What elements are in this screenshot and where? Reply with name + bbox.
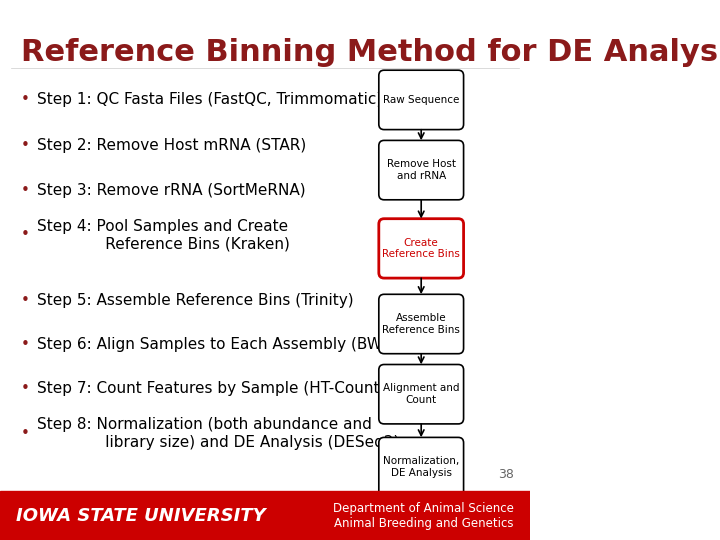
Text: Alignment and
Count: Alignment and Count: [383, 383, 459, 405]
Text: Step 2: Remove Host mRNA (STAR): Step 2: Remove Host mRNA (STAR): [37, 138, 306, 153]
Text: Step 1: QC Fasta Files (FastQC, Trimmomatic): Step 1: QC Fasta Files (FastQC, Trimmoma…: [37, 92, 382, 107]
Text: Step 5: Assemble Reference Bins (Trinity): Step 5: Assemble Reference Bins (Trinity…: [37, 293, 354, 308]
FancyBboxPatch shape: [379, 140, 464, 200]
Text: Create
Reference Bins: Create Reference Bins: [382, 238, 460, 259]
Text: Assemble
Reference Bins: Assemble Reference Bins: [382, 313, 460, 335]
Text: Department of Animal Science
Animal Breeding and Genetics: Department of Animal Science Animal Bree…: [333, 502, 514, 530]
FancyBboxPatch shape: [379, 219, 464, 278]
FancyBboxPatch shape: [379, 437, 464, 497]
Text: •: •: [21, 227, 30, 242]
Text: Step 8: Normalization (both abundance and
              library size) and DE Ana: Step 8: Normalization (both abundance an…: [37, 417, 400, 450]
Text: Step 6: Align Samples to Each Assembly (BWA): Step 6: Align Samples to Each Assembly (…: [37, 337, 397, 352]
Text: •: •: [21, 337, 30, 352]
Text: •: •: [21, 138, 30, 153]
Text: •: •: [21, 426, 30, 441]
Text: IOWA STATE UNIVERSITY: IOWA STATE UNIVERSITY: [16, 507, 266, 525]
FancyBboxPatch shape: [379, 294, 464, 354]
FancyBboxPatch shape: [379, 70, 464, 130]
Text: Step 4: Pool Samples and Create
              Reference Bins (Kraken): Step 4: Pool Samples and Create Referenc…: [37, 219, 290, 251]
Text: 38: 38: [498, 468, 514, 481]
Text: Step 3: Remove rRNA (SortMeRNA): Step 3: Remove rRNA (SortMeRNA): [37, 183, 306, 198]
Text: •: •: [21, 183, 30, 198]
Text: Reference Binning Method for DE Analysis: Reference Binning Method for DE Analysis: [21, 38, 720, 67]
Text: Remove Host
and rRNA: Remove Host and rRNA: [387, 159, 456, 181]
Bar: [0, 491, 530, 540]
Text: •: •: [21, 92, 30, 107]
FancyBboxPatch shape: [379, 364, 464, 424]
Text: •: •: [21, 381, 30, 396]
Text: •: •: [21, 293, 30, 308]
Text: Raw Sequence: Raw Sequence: [383, 95, 459, 105]
Text: Normalization,
DE Analysis: Normalization, DE Analysis: [383, 456, 459, 478]
Text: Step 7: Count Features by Sample (HT-Count): Step 7: Count Features by Sample (HT-Cou…: [37, 381, 385, 396]
